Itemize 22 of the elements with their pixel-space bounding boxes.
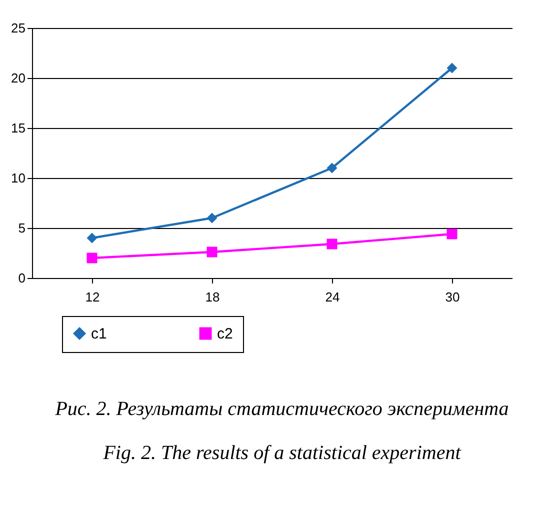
- point: [446, 62, 458, 74]
- x-tick-label: 30: [445, 290, 460, 304]
- legend-label: c2: [217, 326, 233, 343]
- y-tick-label: 0: [18, 270, 26, 286]
- x-tick-label: 24: [325, 290, 340, 304]
- y-tick-label: 5: [18, 220, 26, 236]
- point: [86, 252, 98, 264]
- point: [446, 228, 458, 240]
- y-tick-label: 10: [11, 170, 26, 186]
- x-tick-label: 18: [205, 290, 220, 304]
- caption: Fig. 2. The results of a statistical experiment: [102, 442, 462, 464]
- x-tick-label: 12: [85, 290, 100, 304]
- legend-label: c1: [91, 326, 107, 343]
- point: [206, 212, 218, 224]
- point: [326, 238, 338, 250]
- y-tick-label: 15: [11, 120, 26, 136]
- point: [86, 232, 98, 244]
- y-tick-label: 20: [11, 70, 26, 86]
- y-tick-label: 25: [11, 20, 26, 36]
- text: Рис. 2. Результаты статистического эксперимента: [54, 398, 509, 420]
- point: [326, 162, 338, 174]
- point: [206, 246, 218, 258]
